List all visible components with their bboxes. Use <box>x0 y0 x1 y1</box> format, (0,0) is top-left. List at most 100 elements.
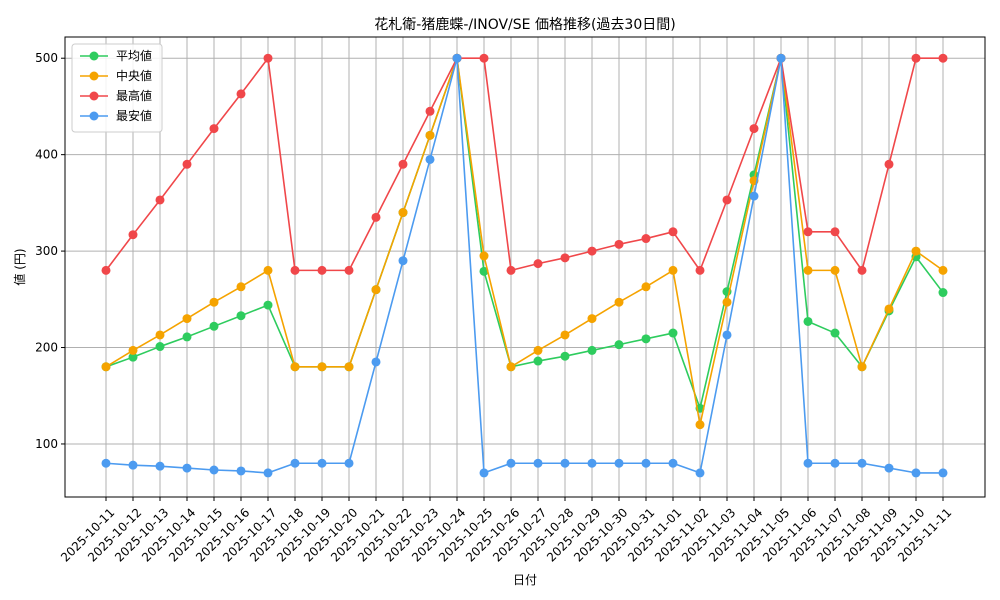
data-point <box>236 282 246 292</box>
legend-swatch-marker <box>89 51 99 61</box>
data-point <box>209 321 219 331</box>
data-point <box>776 53 786 63</box>
data-point <box>830 227 840 237</box>
data-point <box>371 285 381 295</box>
data-point <box>938 53 948 63</box>
data-point <box>425 130 435 140</box>
data-point <box>830 265 840 275</box>
data-point <box>209 297 219 307</box>
data-point <box>209 124 219 134</box>
data-point <box>182 463 192 473</box>
data-point <box>803 458 813 468</box>
series-line <box>105 57 943 474</box>
data-point <box>263 265 273 275</box>
data-point <box>182 314 192 324</box>
data-point <box>236 466 246 476</box>
data-point <box>101 458 111 468</box>
data-point <box>398 256 408 266</box>
data-point <box>614 239 624 249</box>
data-point <box>614 340 624 350</box>
data-point <box>182 159 192 169</box>
data-point <box>155 195 165 205</box>
data-point <box>425 106 435 116</box>
y-axis-label: 値 (円) <box>12 248 27 285</box>
data-point <box>668 265 678 275</box>
data-point <box>533 458 543 468</box>
legend-label: 中央値 <box>116 68 152 83</box>
y-tick-label: 500 <box>35 51 58 65</box>
data-point <box>803 265 813 275</box>
data-point <box>371 357 381 367</box>
data-point <box>317 265 327 275</box>
y-tick-label: 300 <box>35 244 58 258</box>
data-point <box>560 253 570 263</box>
data-point <box>101 265 111 275</box>
data-point <box>857 362 867 372</box>
data-point <box>290 362 300 372</box>
series-line <box>105 57 943 272</box>
data-point <box>128 352 138 362</box>
legend-item: 平均値 <box>80 48 152 63</box>
data-point <box>587 458 597 468</box>
data-point <box>128 230 138 240</box>
series-line <box>105 57 944 426</box>
chart-title: 花札衛-猪鹿蝶-/INOV/SE 価格推移(過去30日間) <box>374 16 675 33</box>
data-point <box>938 288 948 298</box>
data-point <box>533 356 543 366</box>
data-point <box>560 351 570 361</box>
data-point <box>884 463 894 473</box>
data-point <box>479 468 489 478</box>
series-2 <box>101 53 948 275</box>
series-3 <box>101 53 948 478</box>
data-point <box>236 89 246 99</box>
legend-label: 平均値 <box>116 48 152 63</box>
data-point <box>533 259 543 269</box>
data-point <box>587 345 597 355</box>
data-point <box>479 251 489 261</box>
data-point <box>290 265 300 275</box>
data-point <box>830 328 840 338</box>
data-point <box>479 53 489 63</box>
legend-item: 最安値 <box>80 108 152 123</box>
data-point <box>641 334 651 344</box>
data-point <box>155 342 165 352</box>
data-point <box>614 458 624 468</box>
data-point <box>803 316 813 326</box>
data-point <box>128 345 138 355</box>
data-point <box>371 212 381 222</box>
data-point <box>479 266 489 276</box>
legend-item: 最高値 <box>80 88 152 103</box>
data-point <box>722 195 732 205</box>
data-point <box>506 458 516 468</box>
data-point <box>884 159 894 169</box>
data-point <box>938 265 948 275</box>
data-point <box>155 461 165 471</box>
data-point <box>803 227 813 237</box>
data-point <box>506 265 516 275</box>
data-point <box>749 191 759 201</box>
data-point <box>263 53 273 63</box>
data-point <box>641 282 651 292</box>
data-point <box>830 458 840 468</box>
data-point <box>641 458 651 468</box>
data-point <box>587 246 597 256</box>
data-point <box>911 53 921 63</box>
data-point <box>263 468 273 478</box>
legend-swatch-marker <box>89 91 99 101</box>
data-point <box>722 330 732 340</box>
data-point <box>668 328 678 338</box>
data-point <box>398 159 408 169</box>
data-point <box>236 311 246 321</box>
data-point <box>911 246 921 256</box>
x-axis-label: 日付 <box>513 573 537 587</box>
data-point <box>452 53 462 63</box>
data-point <box>317 362 327 372</box>
data-point <box>290 458 300 468</box>
data-point <box>344 362 354 372</box>
y-tick-label: 100 <box>35 437 58 451</box>
data-point <box>857 265 867 275</box>
data-point <box>560 458 570 468</box>
legend-item: 中央値 <box>80 68 152 83</box>
